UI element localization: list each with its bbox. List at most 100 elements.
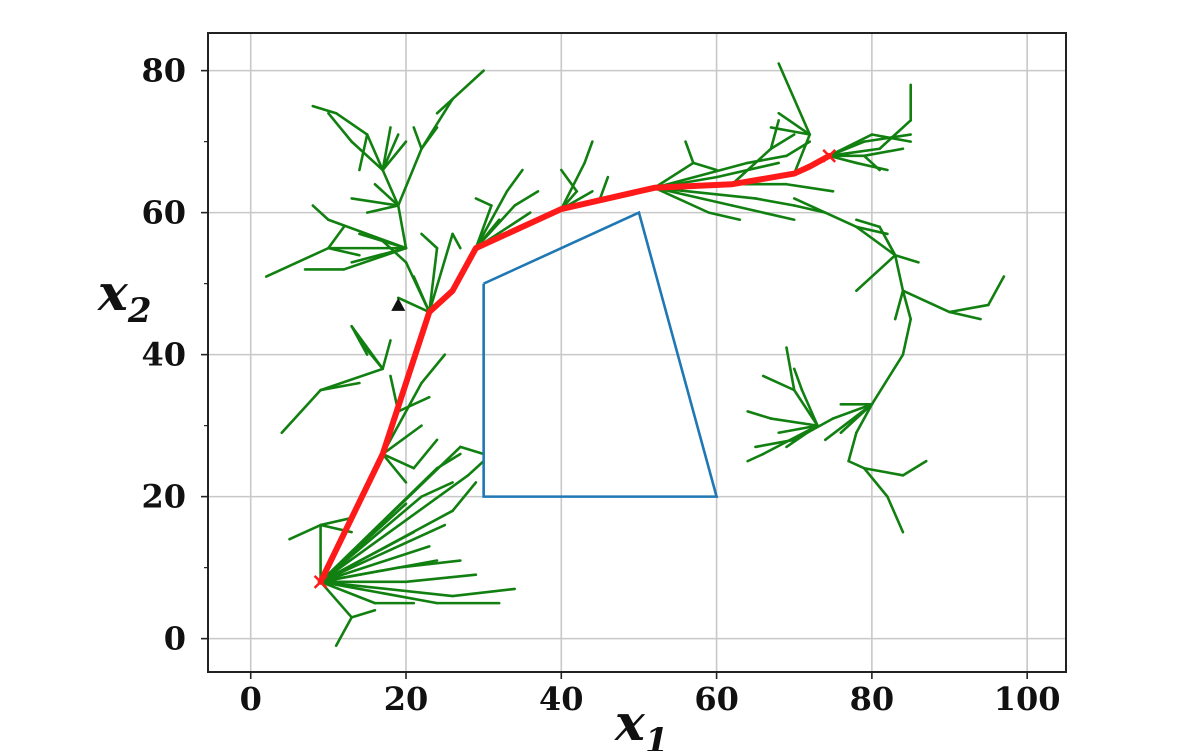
tree-branch — [505, 168, 524, 193]
tree-branch — [358, 339, 385, 371]
tree-branch — [451, 587, 517, 598]
x-tick-label: 40 — [539, 680, 584, 718]
tree-branch — [327, 111, 353, 143]
tree-branch — [381, 424, 423, 456]
tree-branch — [653, 161, 749, 190]
tree-branch — [730, 147, 773, 186]
tree-branch — [288, 523, 322, 541]
tree-branch — [412, 438, 439, 470]
tree-branch — [334, 111, 369, 136]
y-axis-label: x2 — [97, 263, 151, 331]
tree-branch — [513, 190, 540, 207]
tree-branch — [746, 452, 765, 463]
grid-lines — [208, 33, 1066, 672]
tree-branch — [381, 140, 408, 172]
tree-branch — [847, 459, 866, 470]
tree-branch — [319, 516, 353, 527]
tree-branch — [420, 126, 439, 151]
tree-branch — [319, 580, 439, 605]
tree-branch — [420, 353, 447, 385]
tree-branch — [754, 197, 796, 207]
tree-branch — [435, 97, 454, 115]
tree-branch — [598, 175, 610, 200]
obstacle-polygon — [482, 210, 719, 498]
tree-branch — [350, 197, 400, 207]
tree-branch — [396, 559, 462, 569]
tree-branch — [987, 275, 1006, 307]
x-axis-label: x1 — [614, 693, 668, 751]
tree-branch — [459, 445, 485, 456]
solution-path — [317, 152, 833, 585]
tree-branch — [327, 246, 361, 257]
tree-branch — [870, 253, 897, 278]
tree-branch — [319, 523, 447, 584]
tree-branch — [901, 289, 951, 314]
tree-branch — [855, 403, 874, 435]
tree-branch — [319, 580, 377, 605]
tree-branch — [396, 395, 431, 413]
y-tick-label: 80 — [141, 52, 186, 90]
tree-branch — [870, 353, 905, 406]
tree-branch — [792, 197, 858, 229]
y-tick-label: 40 — [141, 336, 186, 374]
tree-branch — [862, 154, 881, 172]
tree-branch — [746, 410, 773, 420]
tree-branch — [350, 246, 408, 264]
tree-branch — [404, 573, 478, 584]
tree-branch — [334, 616, 353, 648]
tree-branch — [777, 424, 819, 435]
tree-branch — [319, 545, 431, 584]
tree-branch — [327, 225, 346, 250]
tree-branch — [381, 452, 408, 484]
tree-branch — [870, 133, 913, 143]
tree-branch — [855, 275, 874, 293]
tree-branch — [855, 161, 889, 172]
tree-branch — [761, 374, 796, 392]
tree-branch — [730, 204, 796, 222]
obstacle-outline — [482, 210, 719, 498]
tree-branch — [412, 126, 423, 151]
tree-branch — [381, 339, 392, 371]
tree-branch — [707, 211, 742, 222]
tree-branch — [827, 133, 874, 158]
tree-branch — [653, 186, 711, 214]
tree-branch — [777, 62, 812, 136]
tree-branch — [381, 126, 392, 172]
tree-branch — [684, 140, 695, 165]
x-axis-label-main: x — [614, 693, 646, 751]
tree-branch — [280, 388, 322, 435]
tree-branch — [785, 182, 835, 193]
tree-branch — [319, 530, 416, 584]
plot-border — [207, 32, 1067, 673]
tree-branch — [653, 186, 734, 207]
tree-branch — [691, 161, 718, 172]
tree-branch — [358, 232, 408, 250]
tree-branch — [311, 204, 330, 222]
tree-branch — [792, 133, 812, 175]
tree-branch — [350, 140, 385, 172]
tree-branch — [878, 119, 913, 151]
tree-branch — [886, 495, 905, 534]
tree-branch — [412, 275, 431, 314]
tree-branch — [823, 403, 874, 442]
tree-branch — [381, 133, 400, 172]
tree-branch — [948, 310, 982, 321]
tree-branch — [785, 424, 819, 449]
tree-branch — [319, 502, 408, 584]
tree-branch — [365, 204, 400, 214]
tree-branch — [886, 239, 897, 257]
tree-branch — [948, 303, 990, 314]
tree-branch — [420, 232, 439, 250]
tree-branch — [451, 69, 485, 101]
tree-branch — [396, 204, 408, 250]
tree-branch — [800, 388, 819, 427]
tree-branch — [435, 452, 462, 470]
tree-branch — [862, 466, 905, 477]
tree-branch — [559, 168, 579, 193]
tree-branch — [831, 403, 874, 420]
tree-branch — [311, 104, 338, 115]
tree-branch — [474, 204, 493, 250]
tree-branch — [396, 296, 431, 314]
tree-branch — [792, 367, 804, 392]
